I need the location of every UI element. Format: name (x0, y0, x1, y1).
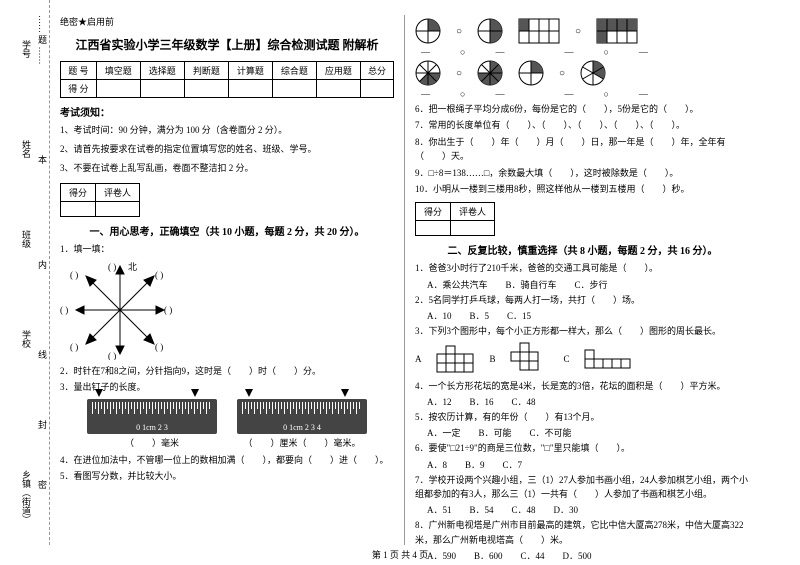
compass-svg: ( ) 北 ( ) ( ) ( ) ( ) ( ) ( ) ( ) (60, 260, 180, 360)
th: 综合题 (272, 62, 316, 80)
circle-icon (415, 60, 441, 86)
q9: 9．□÷8＝138……□，余数最大填（ ），这时被除数是（ ）。 (415, 166, 750, 180)
left-column: 绝密★启用前 江西省实验小学三年级数学【上册】综合检测试题 附解析 题 号 填空… (50, 15, 405, 545)
choices: A．51B．54C．48D．30 (427, 503, 750, 516)
th: 题 号 (61, 62, 97, 80)
svg-text:( ): ( ) (155, 342, 163, 352)
notice-item: 1、考试时间：90 分钟，满分为 100 分（含卷面分 2 分）。 (60, 122, 394, 138)
th: 判断题 (184, 62, 228, 80)
notice-item: 3、不要在试卷上乱写乱画，卷面不整洁扣 2 分。 (60, 160, 394, 176)
grid-icon (596, 18, 638, 44)
td: 评卷人 (451, 203, 495, 221)
choices: A．乘公共汽车B．骑自行车C．步行 (427, 278, 750, 291)
td: 得分 (61, 183, 96, 201)
fraction-circles-row2: ○ ○ (415, 60, 750, 86)
ruler2-wrap: 0 1cm 2 3 4 （ ）厘米（ ）毫米。 (237, 399, 367, 449)
margin-text: 班级 (20, 230, 33, 248)
ruler1-label: （ ）毫米 (87, 436, 217, 449)
shapes-row: A B C (415, 342, 750, 376)
q1: 1．填一填： (60, 242, 394, 256)
q2: 2．时针在7和8之间，分针指向9，这时是（ ）时（ ）分。 (60, 364, 394, 378)
shape-c-icon (584, 349, 636, 369)
page-footer: 第 1 页 共 4 页 (0, 548, 800, 561)
ruler2-label: （ ）厘米（ ）毫米。 (237, 436, 367, 449)
th: 选择题 (140, 62, 184, 80)
th: 计算题 (228, 62, 272, 80)
page-container: 绝密★启用前 江西省实验小学三年级数学【上册】综合检测试题 附解析 题 号 填空… (0, 0, 800, 545)
circle-icon (415, 18, 441, 44)
th: 填空题 (96, 62, 140, 80)
q7: 7．常用的长度单位有（ ）、（ ）、（ ）、（ ）、（ ）。 (415, 118, 750, 132)
grid-icon (518, 18, 560, 44)
margin-text: …… 题 …… (36, 15, 49, 65)
p2q2: 2．5名同学打乒乓球，每两人打一场，共打（ ）场。 (415, 293, 750, 307)
p2q5: 5．按农历计算，有的年份（ ）有13个月。 (415, 410, 750, 424)
p2q6: 6．要使"□21÷9"的商是三位数，"□"里只能填（ ）。 (415, 441, 750, 455)
circle-icon (518, 60, 544, 86)
td: 得 分 (61, 80, 97, 98)
q4: 4．在进位加法中，不管哪一位上的数相加满（ ），都要向（ ）进（ ）。 (60, 453, 394, 467)
margin-text: 线 (36, 350, 49, 359)
exam-title: 江西省实验小学三年级数学【上册】综合检测试题 附解析 (60, 36, 394, 53)
choices: A．10B．5C．15 (427, 309, 750, 322)
th: 应用题 (316, 62, 360, 80)
q6: 6．把一根绳子平均分成6份，每份是它的（ ），5份是它的（ ）。 (415, 102, 750, 116)
margin-text: 学校 (20, 330, 33, 348)
margin-text: 本 (36, 155, 49, 164)
notice-item: 2、请首先按要求在试卷的指定位置填写您的姓名、班级、学号。 (60, 141, 394, 157)
compass-diagram: ( ) 北 ( ) ( ) ( ) ( ) ( ) ( ) ( ) (60, 260, 394, 360)
svg-text:( ): ( ) (155, 270, 163, 280)
shape-b-icon (510, 342, 550, 376)
ruler-row: 0 1cm 2 3 （ ）毫米 0 1cm 2 3 4 （ ）厘米（ ）毫米。 (60, 399, 394, 449)
margin-text: 封 (36, 420, 49, 429)
q8: 8．你出生于（ ）年（ ）月（ ）日，那一年是（ ）年，全年有（ ）天。 (415, 135, 750, 164)
td: 得分 (416, 203, 451, 221)
marker-table: 得分评卷人 (415, 202, 495, 236)
margin-text: 内 (36, 260, 49, 269)
th: 总分 (360, 62, 393, 80)
svg-text:( ): ( ) (70, 270, 78, 280)
margin-text: 学号 (20, 40, 33, 58)
ruler-icon: 0 1cm 2 3 4 (237, 399, 367, 434)
margin-text: 乡镇（街道） (20, 470, 33, 524)
svg-text:( ): ( ) (60, 305, 68, 315)
svg-text:( ): ( ) (108, 262, 116, 272)
p2q3: 3．下列3个图形中，每个小正方形都一样大，那么（ ）图形的周长最长。 (415, 324, 750, 338)
svg-text:( ): ( ) (70, 342, 78, 352)
p2q4: 4．一个长方形花坛的宽是4米，长是宽的3倍，花坛的面积是（ ）平方米。 (415, 379, 750, 393)
svg-text:北: 北 (128, 262, 137, 272)
choices: A．一定B．可能C．不可能 (427, 426, 750, 439)
td: 评卷人 (96, 183, 140, 201)
circle-icon (477, 18, 503, 44)
margin-text: 密 (36, 480, 49, 489)
fraction-blanks: —○——○— (415, 47, 750, 57)
margin-text: 姓名 (20, 140, 33, 158)
fraction-circles-row: ○ ○ (415, 18, 750, 44)
binding-margin: …… 题 …… 学号 姓名 本 班级 内 学校 线 封 密 乡镇（街道） (0, 0, 50, 545)
fraction-blanks: —○——○— (415, 89, 750, 99)
ruler1-wrap: 0 1cm 2 3 （ ）毫米 (87, 399, 217, 449)
choices: A．12B．16C．48 (427, 395, 750, 408)
svg-text:( ): ( ) (164, 305, 172, 315)
p2q8: 8．广州新电视塔是广州市目前最高的建筑，它比中信大厦高278米，中信大厦高322… (415, 518, 750, 547)
circle-icon (580, 60, 606, 86)
q5: 5．看图写分数，并比较大小。 (60, 469, 394, 483)
part2-title: 二、反复比较，慎重选择（共 8 小题，每题 2 分，共 16 分）。 (415, 242, 750, 257)
p2q1: 1．爸爸3小时行了210千米，爸爸的交通工具可能是（ ）。 (415, 261, 750, 275)
right-column: ○ ○ —○——○— ○ ○ —○——○— 6．把一根绳子平均分成6份，每份是它… (405, 15, 760, 545)
confidential-note: 绝密★启用前 (60, 15, 394, 28)
circle-icon (477, 60, 503, 86)
q10: 10．小明从一楼到三楼用8秒，照这样他从一楼到五楼用（ ）秒。 (415, 182, 750, 196)
score-table: 题 号 填空题 选择题 判断题 计算题 综合题 应用题 总分 得 分 (60, 61, 394, 98)
marker-table: 得分评卷人 (60, 183, 140, 217)
ruler-icon: 0 1cm 2 3 (87, 399, 217, 434)
notice-heading: 考试须知： (60, 104, 394, 119)
svg-text:( ): ( ) (108, 351, 116, 360)
choices: A．8B．9C．7 (427, 458, 750, 471)
p2q7: 7．学校开设两个兴趣小组，三（1）27人参加书画小组，24人参加棋艺小组，两个小… (415, 473, 750, 502)
part1-title: 一、用心思考，正确填空（共 10 小题，每题 2 分，共 20 分）。 (60, 223, 394, 238)
shape-a-icon (436, 345, 476, 373)
